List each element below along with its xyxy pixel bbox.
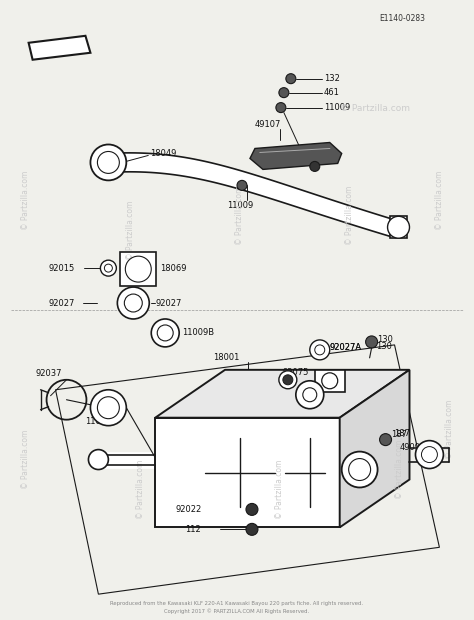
Text: 92027: 92027 [155,298,182,308]
Circle shape [151,319,179,347]
Text: 130: 130 [376,342,392,352]
Text: © Partzilla.com: © Partzilla.com [21,170,30,230]
Text: 18069: 18069 [160,264,187,273]
Circle shape [388,216,410,238]
Text: 11009A: 11009A [85,417,118,426]
Circle shape [296,381,324,409]
Text: 18049: 18049 [150,149,177,158]
Polygon shape [250,143,342,169]
Circle shape [421,446,438,463]
Text: 92022: 92022 [175,505,201,514]
Circle shape [310,161,320,171]
Circle shape [283,375,293,385]
Text: 49107: 49107 [255,120,282,129]
Text: 92075: 92075 [283,368,309,378]
Circle shape [246,503,258,515]
Text: © Partzilla.com: © Partzilla.com [136,460,145,519]
Text: 11009: 11009 [324,103,350,112]
Circle shape [322,373,337,389]
Circle shape [310,340,330,360]
Text: 92015: 92015 [48,264,75,273]
Text: © Partzilla.com: © Partzilla.com [340,104,410,113]
Circle shape [349,459,371,481]
Text: © Partzilla.com: © Partzilla.com [445,400,454,459]
Circle shape [98,151,119,174]
Circle shape [246,523,258,535]
Circle shape [380,433,392,446]
Circle shape [416,441,443,469]
Text: 92027A: 92027A [330,343,362,352]
Polygon shape [109,153,390,236]
Circle shape [286,74,296,84]
Polygon shape [28,36,91,60]
Text: 187: 187 [392,430,408,439]
Text: © Partzilla.com: © Partzilla.com [21,430,30,489]
Text: 187: 187 [394,429,410,438]
Text: 130: 130 [378,335,393,345]
Circle shape [98,397,119,419]
Text: 112: 112 [185,525,201,534]
Bar [390,216,408,238]
Text: © Partzilla.com: © Partzilla.com [395,440,404,499]
Circle shape [91,144,127,180]
Text: 92027: 92027 [48,298,75,308]
Bar [315,370,345,392]
Text: © Partzilla.com: © Partzilla.com [236,185,245,245]
Circle shape [104,264,112,272]
Circle shape [276,102,286,113]
Text: 11009B: 11009B [182,329,214,337]
Text: FRONT: FRONT [41,43,78,53]
Text: 92027A: 92027A [330,343,362,352]
Text: 49099: 49099 [400,443,426,452]
Circle shape [89,450,109,469]
Text: © Partzilla.com: © Partzilla.com [275,460,284,519]
Text: 461: 461 [324,88,339,97]
Text: © Partzilla.com: © Partzilla.com [126,200,135,260]
Circle shape [157,325,173,341]
Circle shape [118,287,149,319]
Circle shape [365,336,378,348]
Circle shape [91,390,127,426]
Text: E1140-0283: E1140-0283 [380,14,426,24]
Circle shape [303,388,317,402]
Text: 92037: 92037 [36,370,62,378]
Text: © Partzilla.com: © Partzilla.com [345,185,354,245]
Bar [120,252,156,286]
Polygon shape [340,370,410,528]
Text: 132: 132 [324,74,339,83]
Text: 11009: 11009 [227,201,253,210]
Circle shape [279,87,289,97]
Circle shape [315,345,325,355]
Text: © Partzilla.com: © Partzilla.com [435,170,444,230]
Circle shape [342,451,378,487]
Circle shape [125,256,151,282]
Polygon shape [155,370,410,418]
Text: 18001: 18001 [213,353,239,362]
Circle shape [279,371,297,389]
Text: Reproduced from the Kawasaki KLF 220-A1 Kawasaki Bayou 220 parts fiche. All righ: Reproduced from the Kawasaki KLF 220-A1 … [110,601,364,614]
Circle shape [100,260,116,276]
Polygon shape [155,418,340,528]
Circle shape [124,294,142,312]
Circle shape [237,180,247,190]
